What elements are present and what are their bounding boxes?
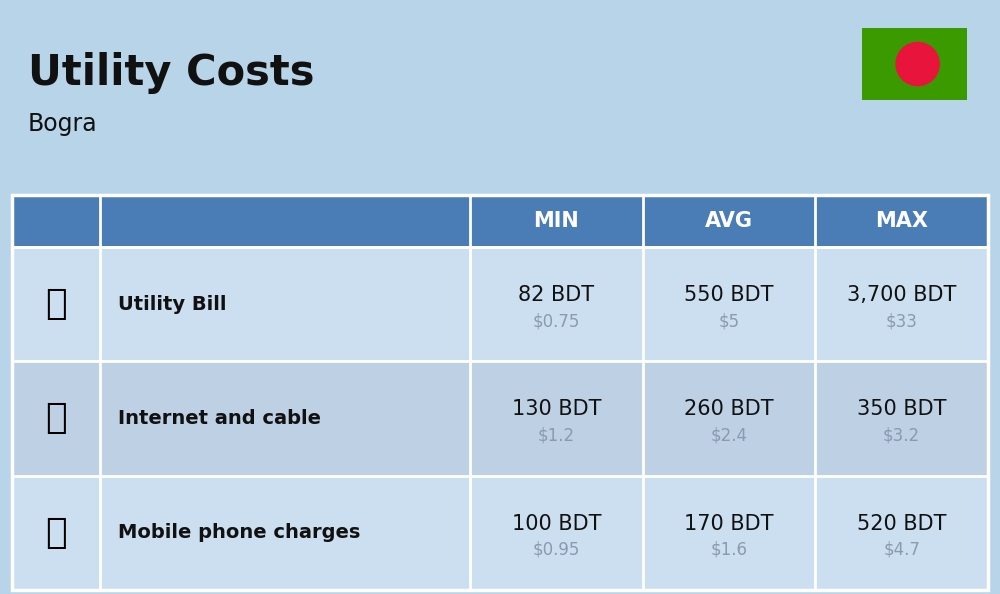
Bar — [12, 195, 988, 590]
Text: 350 BDT: 350 BDT — [857, 399, 946, 419]
Text: 260 BDT: 260 BDT — [684, 399, 774, 419]
Text: 🔌: 🔌 — [45, 287, 67, 321]
Text: $1.6: $1.6 — [710, 541, 748, 559]
Text: 130 BDT: 130 BDT — [512, 399, 601, 419]
Text: MAX: MAX — [875, 211, 928, 231]
Text: Utility Bill: Utility Bill — [118, 295, 226, 314]
Text: MIN: MIN — [533, 211, 579, 231]
Text: 550 BDT: 550 BDT — [684, 285, 774, 305]
Text: 170 BDT: 170 BDT — [684, 514, 774, 533]
Text: 📱: 📱 — [45, 516, 67, 550]
Bar — [12, 247, 988, 361]
Text: $0.75: $0.75 — [533, 312, 580, 330]
Bar — [862, 28, 967, 100]
Text: 520 BDT: 520 BDT — [857, 514, 946, 533]
Circle shape — [896, 42, 939, 86]
Text: 82 BDT: 82 BDT — [518, 285, 594, 305]
Text: $3.2: $3.2 — [883, 426, 920, 445]
Bar — [12, 195, 988, 247]
Text: $0.95: $0.95 — [533, 541, 580, 559]
Text: 3,700 BDT: 3,700 BDT — [847, 285, 956, 305]
Text: $33: $33 — [886, 312, 918, 330]
Text: $4.7: $4.7 — [883, 541, 920, 559]
Text: Utility Costs: Utility Costs — [28, 52, 314, 94]
Text: 📡: 📡 — [45, 402, 67, 435]
Text: Bogra: Bogra — [28, 112, 98, 136]
Bar — [12, 476, 988, 590]
Text: $2.4: $2.4 — [710, 426, 748, 445]
Text: 100 BDT: 100 BDT — [512, 514, 601, 533]
Text: Internet and cable: Internet and cable — [118, 409, 321, 428]
Text: $1.2: $1.2 — [538, 426, 575, 445]
Text: Mobile phone charges: Mobile phone charges — [118, 523, 360, 542]
Bar — [12, 361, 988, 476]
Text: $5: $5 — [718, 312, 740, 330]
Text: AVG: AVG — [705, 211, 753, 231]
